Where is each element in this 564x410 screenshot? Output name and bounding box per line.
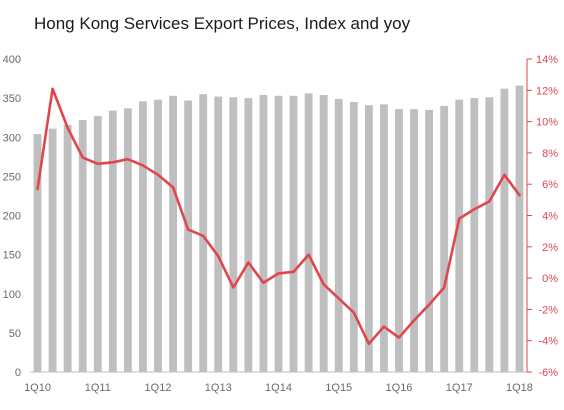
bar-2Q17	[470, 98, 479, 373]
x-tick-label: 1Q12	[145, 382, 172, 394]
bar-4Q13	[259, 95, 268, 372]
bar-3Q16	[425, 109, 434, 373]
bar-2Q14	[289, 95, 298, 372]
x-axis: 1Q10 1Q11 1Q12 1Q13 1Q14 1Q15 1Q16 1Q17 1Q18	[24, 371, 533, 394]
left-y-axis: 0 50 100 150 200 250 300 350 400	[3, 54, 21, 379]
bar-2Q13	[229, 97, 238, 372]
bar-1Q15	[334, 98, 343, 372]
left-tick-label: 300	[3, 132, 21, 144]
bar-1Q16	[395, 109, 403, 372]
bar-4Q14	[319, 95, 328, 372]
yoy-line-series	[36, 87, 521, 346]
bar-1Q17	[455, 99, 464, 372]
left-tick-label: 100	[3, 289, 21, 301]
x-tick-label: 1Q15	[325, 382, 352, 394]
bar-4Q15	[380, 104, 388, 372]
left-tick-label: 0	[15, 367, 21, 379]
left-tick-label: 400	[3, 54, 21, 66]
bar-3Q12	[184, 100, 193, 372]
right-tick-label: 0%	[542, 273, 558, 285]
right-tick-label: 10%	[536, 117, 558, 129]
bar-3Q14	[304, 93, 313, 373]
left-tick-label: 250	[3, 171, 21, 183]
bar-3Q15	[364, 105, 373, 373]
bar-4Q10	[78, 120, 87, 372]
right-tick-label: 14%	[536, 54, 558, 66]
bar-1Q10	[33, 134, 42, 372]
x-tick-label: 1Q18	[506, 382, 533, 394]
bar-1Q14	[274, 95, 283, 372]
bar-3Q17	[485, 97, 494, 372]
chart-title: Hong Kong Services Export Prices, Index …	[34, 14, 411, 33]
left-tick-label: 150	[3, 250, 21, 262]
bar-1Q12	[154, 99, 162, 372]
right-tick-label: 4%	[542, 211, 558, 223]
right-tick-label: 6%	[542, 179, 558, 191]
bar-4Q16	[440, 105, 449, 372]
bar-2Q10	[48, 128, 57, 372]
right-tick-label: 12%	[536, 85, 558, 97]
right-tick-label: 8%	[542, 148, 558, 160]
left-tick-label: 350	[3, 93, 21, 105]
bar-4Q11	[139, 101, 147, 372]
bar-4Q17	[500, 88, 509, 373]
x-tick-label: 1Q14	[265, 382, 292, 394]
right-tick-label: -2%	[538, 304, 558, 316]
x-tick-label: 1Q10	[24, 382, 51, 394]
x-tick-label: 1Q13	[205, 382, 232, 394]
left-tick-label: 200	[3, 211, 21, 223]
bar-1Q18	[515, 85, 524, 372]
right-tick-label: -4%	[538, 336, 558, 348]
bar-2Q11	[108, 110, 117, 373]
bar-2Q15	[349, 102, 358, 372]
bar-2Q16	[410, 109, 418, 372]
bar-3Q13	[244, 98, 253, 373]
bar-1Q13	[214, 96, 223, 372]
right-y-axis: -6% -4% -2% 0% 2% 4% 6% 8% 10% 12% 14%	[526, 54, 558, 379]
bar-series	[33, 85, 524, 373]
bar-3Q10	[63, 124, 72, 372]
bar-1Q11	[93, 116, 102, 373]
left-tick-label: 50	[9, 328, 21, 340]
x-tick-label: 1Q17	[446, 382, 473, 394]
bar-3Q11	[123, 108, 132, 373]
bar-4Q12	[199, 94, 208, 373]
x-tick-label: 1Q16	[386, 382, 413, 394]
right-tick-label: 2%	[542, 242, 558, 254]
x-tick-label: 1Q11	[85, 382, 111, 394]
right-tick-label: -6%	[538, 367, 558, 379]
bar-2Q12	[169, 95, 177, 372]
